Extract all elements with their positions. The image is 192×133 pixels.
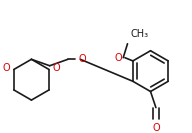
Text: O: O xyxy=(2,63,10,73)
Text: CH₃: CH₃ xyxy=(130,29,148,40)
Text: O: O xyxy=(53,63,60,73)
Text: O: O xyxy=(114,53,122,63)
Text: O: O xyxy=(152,123,160,133)
Text: O: O xyxy=(78,54,86,64)
